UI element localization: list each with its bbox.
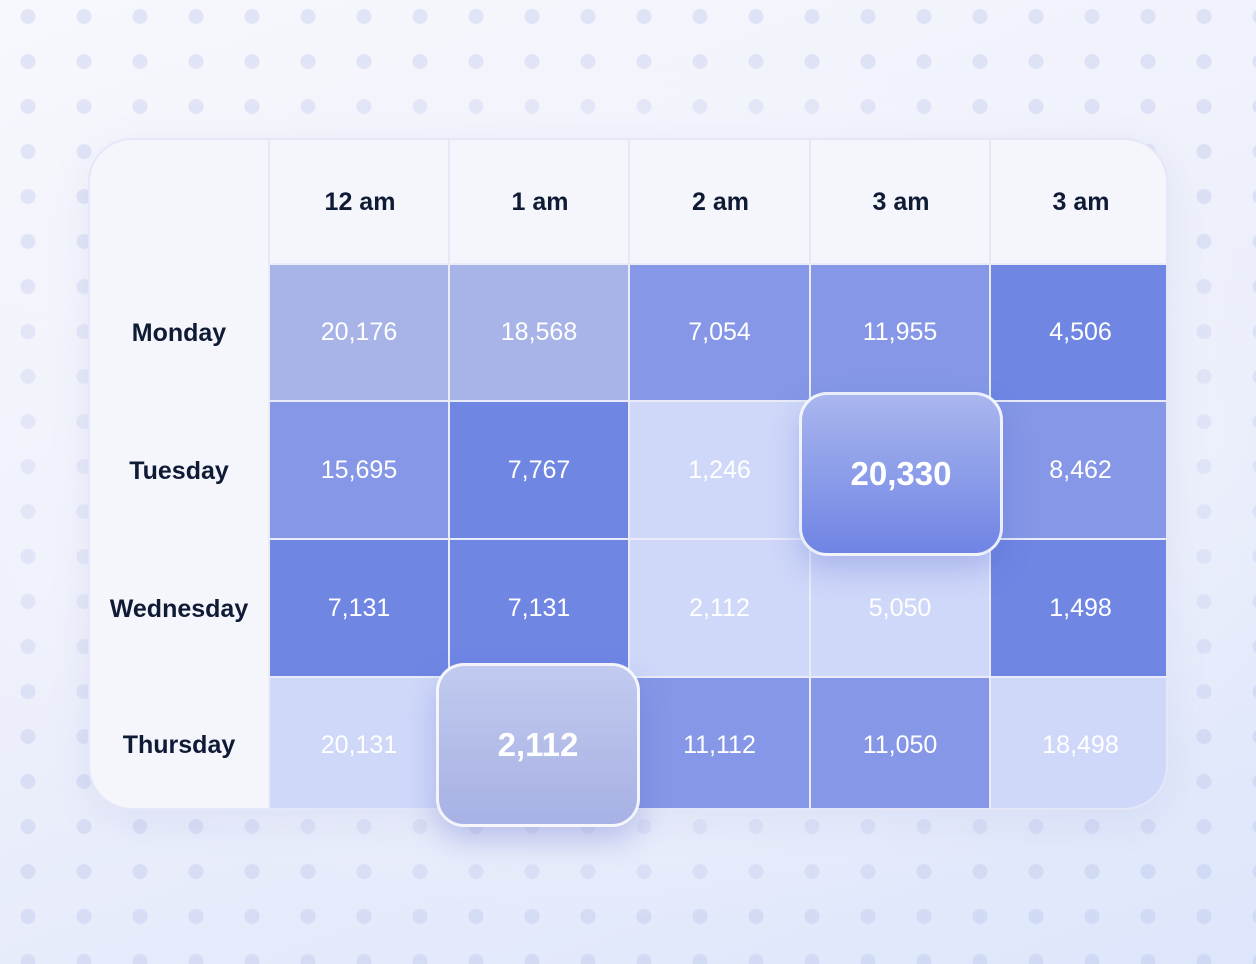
heatmap-cell-thursday-col5[interactable]: 18,498 <box>989 676 1166 808</box>
heatmap-cell-tuesday-col5[interactable]: 8,462 <box>989 400 1166 538</box>
highlighted-cell-tuesday-3am[interactable]: 20,330 <box>799 392 1003 556</box>
row-label-monday: Monday <box>131 319 227 347</box>
heatmap-cell-monday-col1[interactable]: 20,176 <box>268 263 448 400</box>
heatmap-cell-monday-col5[interactable]: 4,506 <box>989 263 1166 400</box>
heatmap-cell-thursday-col4[interactable]: 11,050 <box>809 676 989 808</box>
heatmap-cell-thursday-col1[interactable]: 20,131 <box>268 676 448 808</box>
heatmap-cell-tuesday-col1[interactable]: 15,695 <box>268 400 448 538</box>
column-header-3am: 3 am <box>809 140 991 265</box>
column-header-1am: 1 am <box>448 140 630 265</box>
heatmap-cell-monday-col3[interactable]: 7,054 <box>628 263 809 400</box>
highlighted-cell-thursday-1am[interactable]: 2,112 <box>436 663 640 827</box>
row-label-thursday: Thursday <box>122 730 236 759</box>
column-header-3am-2: 3 am <box>989 140 1166 265</box>
heatmap-cell-tuesday-col2[interactable]: 7,767 <box>448 400 628 538</box>
heatmap-cell-monday-col2[interactable]: 18,568 <box>448 263 628 400</box>
row-label-wednesday: Wednesday <box>109 594 249 623</box>
heatmap-cell-thursday-col3[interactable]: 11,112 <box>628 676 809 808</box>
heatmap-cell-wednesday-col5[interactable]: 1,498 <box>989 538 1166 676</box>
column-header-2am: 2 am <box>628 140 811 265</box>
heatmap-cell-wednesday-col4[interactable]: 5,050 <box>809 538 989 676</box>
heatmap-cell-wednesday-col2[interactable]: 7,131 <box>448 538 628 676</box>
heatmap-cell-wednesday-col3[interactable]: 2,112 <box>628 538 809 676</box>
heatmap-cell-wednesday-col1[interactable]: 7,131 <box>268 538 448 676</box>
heatmap-cell-monday-col4[interactable]: 11,955 <box>809 263 989 400</box>
row-label-tuesday: Tuesday <box>129 456 229 485</box>
column-header-12am: 12 am <box>268 140 450 265</box>
heatmap-cell-tuesday-col3[interactable]: 1,246 <box>628 400 809 538</box>
